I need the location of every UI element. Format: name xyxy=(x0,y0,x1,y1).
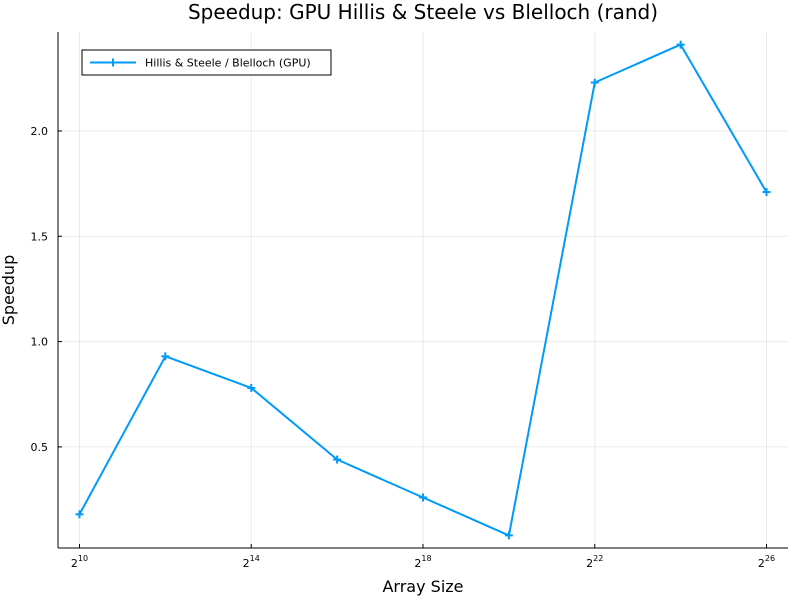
y-tick-label: 0.5 xyxy=(31,441,49,454)
y-gridlines xyxy=(58,130,788,448)
legend-marker-swatch xyxy=(109,58,117,67)
y-axis-label: Speedup xyxy=(0,255,18,325)
x-tick-label: 226 xyxy=(758,554,775,570)
series-layer xyxy=(75,40,771,540)
x-tick-label: 218 xyxy=(414,554,431,570)
x-tick-label: 222 xyxy=(586,554,603,570)
y-tick-label: 1.0 xyxy=(31,336,49,349)
data-point-marker xyxy=(161,352,170,361)
x-ticks: 210 214 218 222 226 xyxy=(71,544,775,570)
data-point-marker xyxy=(247,383,256,392)
x-tick-label: 210 xyxy=(71,554,88,570)
data-point-marker xyxy=(75,510,84,519)
data-point-marker xyxy=(590,78,599,87)
data-point-marker xyxy=(333,455,342,464)
data-point-marker xyxy=(676,40,685,49)
x-gridlines xyxy=(78,32,768,548)
x-axis-label: Array Size xyxy=(382,577,463,596)
x-tick-label: 214 xyxy=(243,554,260,570)
data-point-marker xyxy=(419,493,427,502)
legend-entry-label: Hillis & Steele / Blelloch (GPU) xyxy=(145,57,311,70)
legend: Hillis & Steele / Blelloch (GPU) xyxy=(81,49,332,76)
y-tick-label: 2.0 xyxy=(31,125,49,138)
data-point-marker xyxy=(762,188,771,197)
data-point-marker xyxy=(504,531,513,540)
y-ticks: 0.5 1.0 1.5 2.0 xyxy=(31,125,62,454)
chart-title: Speedup: GPU Hillis & Steele vs Blelloch… xyxy=(188,0,658,24)
y-tick-label: 1.5 xyxy=(31,230,49,243)
